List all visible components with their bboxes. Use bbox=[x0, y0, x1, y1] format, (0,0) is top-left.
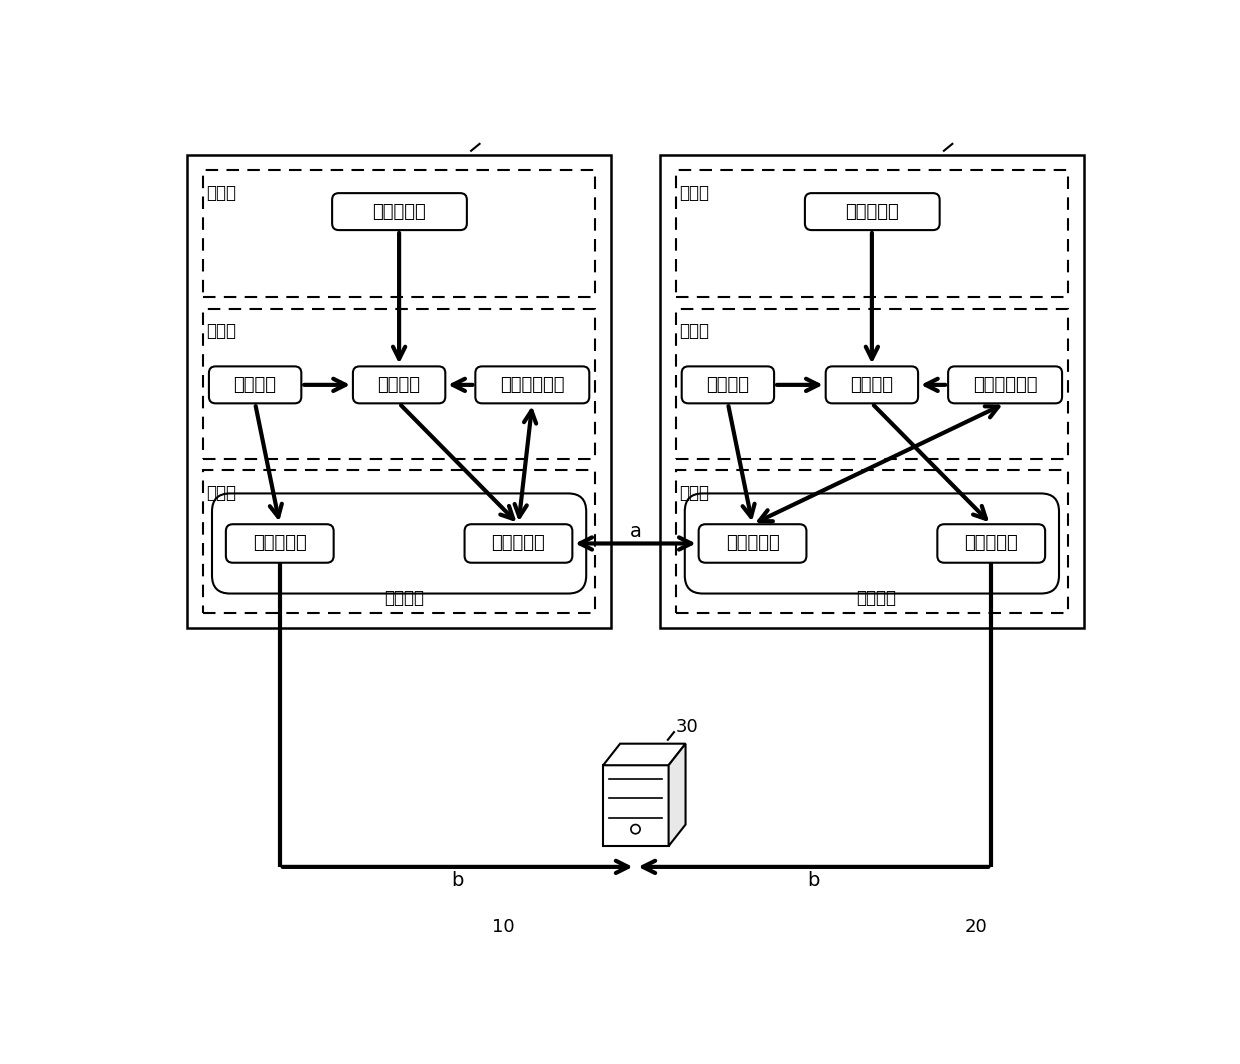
Text: 链路管理: 链路管理 bbox=[707, 376, 749, 394]
Text: 链路质量监控: 链路质量监控 bbox=[500, 376, 564, 394]
Text: 链路管理: 链路管理 bbox=[233, 376, 277, 394]
Text: b: b bbox=[807, 871, 820, 891]
FancyBboxPatch shape bbox=[332, 194, 467, 230]
Bar bbox=[603, 765, 668, 846]
Text: 链路质量监控: 链路质量监控 bbox=[973, 376, 1038, 394]
Text: 适配层: 适配层 bbox=[680, 322, 709, 340]
FancyBboxPatch shape bbox=[353, 366, 445, 403]
Text: 20: 20 bbox=[965, 918, 988, 936]
FancyBboxPatch shape bbox=[212, 494, 587, 594]
Text: 链路选择: 链路选择 bbox=[851, 376, 893, 394]
Text: 接入网络: 接入网络 bbox=[857, 588, 897, 606]
FancyBboxPatch shape bbox=[698, 525, 806, 563]
FancyBboxPatch shape bbox=[937, 525, 1045, 563]
Text: 应用层: 应用层 bbox=[680, 184, 709, 202]
FancyBboxPatch shape bbox=[208, 366, 301, 403]
FancyBboxPatch shape bbox=[475, 366, 589, 403]
FancyBboxPatch shape bbox=[805, 194, 940, 230]
Text: 链路选择: 链路选择 bbox=[378, 376, 420, 394]
Bar bbox=[203, 470, 595, 613]
Text: 直连链路集: 直连链路集 bbox=[725, 534, 780, 552]
Bar bbox=[660, 154, 1084, 628]
Text: 直连链路集: 直连链路集 bbox=[491, 534, 546, 552]
Bar bbox=[203, 170, 595, 297]
FancyBboxPatch shape bbox=[465, 525, 573, 563]
Text: a: a bbox=[630, 521, 641, 541]
FancyBboxPatch shape bbox=[949, 366, 1063, 403]
Text: 应用层: 应用层 bbox=[207, 184, 237, 202]
Text: 适配层: 适配层 bbox=[207, 322, 237, 340]
Bar bbox=[203, 309, 595, 459]
FancyBboxPatch shape bbox=[826, 366, 918, 403]
FancyBboxPatch shape bbox=[684, 494, 1059, 594]
Text: 链路层: 链路层 bbox=[680, 484, 709, 502]
Text: 中转链路集: 中转链路集 bbox=[253, 534, 306, 552]
Text: 音视频数据: 音视频数据 bbox=[372, 202, 427, 220]
Text: 中转链路集: 中转链路集 bbox=[965, 534, 1018, 552]
Text: 音视频数据: 音视频数据 bbox=[846, 202, 899, 220]
FancyBboxPatch shape bbox=[682, 366, 774, 403]
Bar bbox=[676, 309, 1068, 459]
Text: b: b bbox=[451, 871, 464, 891]
FancyBboxPatch shape bbox=[226, 525, 334, 563]
Bar bbox=[676, 170, 1068, 297]
Text: 链路层: 链路层 bbox=[207, 484, 237, 502]
Text: 接入网络: 接入网络 bbox=[383, 588, 424, 606]
Bar bbox=[187, 154, 611, 628]
Polygon shape bbox=[668, 744, 686, 846]
Polygon shape bbox=[603, 744, 686, 765]
Text: 10: 10 bbox=[492, 918, 515, 936]
Bar bbox=[676, 470, 1068, 613]
Text: 30: 30 bbox=[676, 718, 698, 736]
